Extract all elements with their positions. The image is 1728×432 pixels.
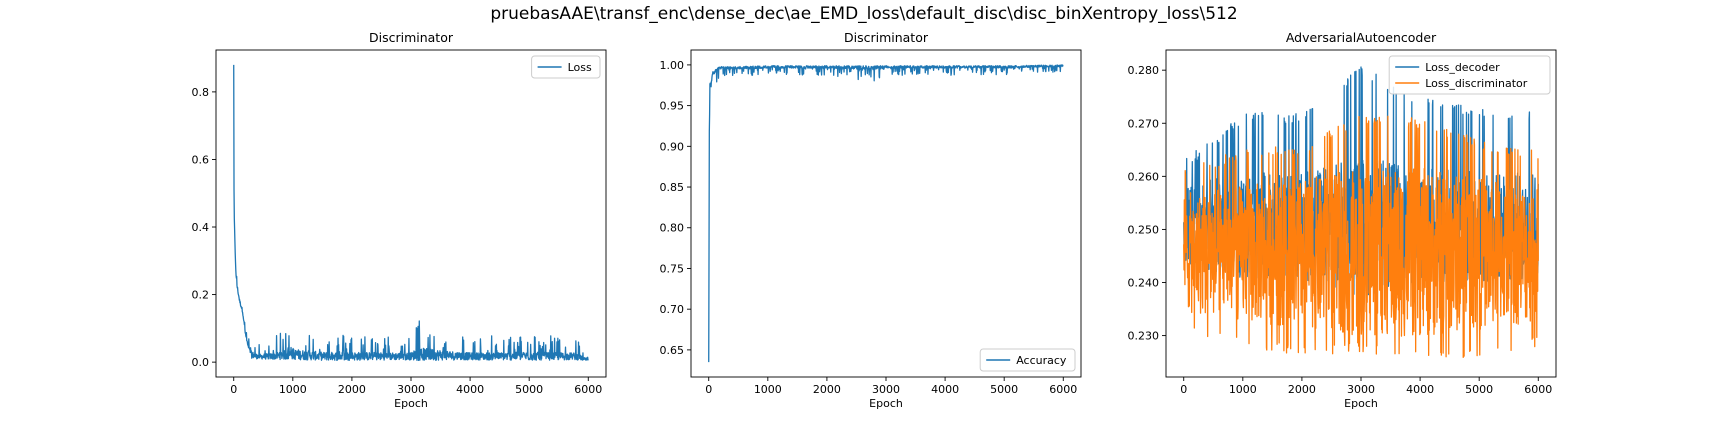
y-tick-label: 0.90 <box>660 140 685 153</box>
y-tick-label: 0.260 <box>1128 170 1160 183</box>
y-tick-label: 0.70 <box>660 303 685 316</box>
x-tick-label: 2000 <box>338 383 366 396</box>
x-tick-label: 1000 <box>1229 383 1257 396</box>
x-tick-label: 2000 <box>1288 383 1316 396</box>
x-tick-label: 4000 <box>931 383 959 396</box>
x-tick-label: 0 <box>1180 383 1187 396</box>
y-tick-label: 0.270 <box>1128 117 1160 130</box>
y-tick-label: 0.75 <box>660 262 685 275</box>
x-tick-label: 1000 <box>754 383 782 396</box>
axes-frame <box>690 49 1082 378</box>
x-tick-label: 6000 <box>574 383 602 396</box>
x-tick-label: 1000 <box>279 383 307 396</box>
series-line-accuracy <box>708 64 1064 363</box>
x-tick-label: 0 <box>705 383 712 396</box>
chart-title: Discriminator <box>844 30 929 45</box>
y-tick-label: 0.250 <box>1128 223 1160 236</box>
x-axis-label: Epoch <box>1344 397 1378 410</box>
y-tick-label: 0.280 <box>1128 64 1160 77</box>
chart-title: Discriminator <box>369 30 454 45</box>
chart-panel-3: 0 1000 2000 3000 4000 5000 6000 0.230 0.240 0.250… <box>1128 30 1557 410</box>
x-tick-label: 3000 <box>1347 383 1375 396</box>
x-tick-label: 3000 <box>872 383 900 396</box>
x-tick-label: 3000 <box>397 383 425 396</box>
series-line-loss <box>233 64 589 362</box>
y-tick-label: 0.80 <box>660 222 685 235</box>
y-tick-label: 0.65 <box>660 344 685 357</box>
legend-label-loss: Loss <box>568 61 592 74</box>
legend-label-accuracy: Accuracy <box>1016 354 1067 367</box>
x-tick-label: 4000 <box>456 383 484 396</box>
legend: Accuracy <box>979 348 1076 372</box>
x-tick-label: 0 <box>230 383 237 396</box>
chart-panel-2: 0 1000 2000 3000 4000 5000 6000 0.65 0.70 0.75 0.8… <box>660 30 1082 410</box>
x-tick-label: 6000 <box>1524 383 1552 396</box>
legend-label-loss-decoder: Loss_decoder <box>1425 61 1500 74</box>
y-tick-label: 0.85 <box>660 181 685 194</box>
chart-title: AdversarialAutoencoder <box>1286 30 1437 45</box>
axes-frame <box>215 49 607 378</box>
x-tick-label: 6000 <box>1049 383 1077 396</box>
series-line-loss-discriminator <box>1183 115 1539 358</box>
y-tick-label: 0.230 <box>1128 330 1160 343</box>
series-line-loss-decoder <box>1183 66 1539 296</box>
x-tick-label: 5000 <box>515 383 543 396</box>
y-tick-label: 0.6 <box>192 153 210 166</box>
y-tick-label: 1.00 <box>660 59 685 72</box>
x-tick-label: 2000 <box>813 383 841 396</box>
figure-suptitle: pruebasAAE\transf_enc\dense_dec\ae_EMD_l… <box>490 4 1238 24</box>
x-tick-label: 5000 <box>1465 383 1493 396</box>
x-tick-label: 5000 <box>990 383 1018 396</box>
x-tick-label: 4000 <box>1406 383 1434 396</box>
x-axis-label: Epoch <box>869 397 903 410</box>
legend: Loss <box>531 55 601 79</box>
y-tick-label: 0.95 <box>660 100 685 113</box>
y-tick-label: 0.2 <box>192 289 210 302</box>
y-tick-label: 0.0 <box>192 356 210 369</box>
chart-panel-1: 0 1000 2000 3000 4000 5000 6000 0.0 0.2 0.4 0.6 0.8… <box>192 30 607 410</box>
x-axis-label: Epoch <box>394 397 428 410</box>
y-tick-label: 0.240 <box>1128 277 1160 290</box>
y-tick-label: 0.8 <box>192 86 210 99</box>
legend: Loss_decoder Loss_discriminator <box>1388 55 1551 95</box>
legend-label-loss-discriminator: Loss_discriminator <box>1425 77 1528 90</box>
y-tick-label: 0.4 <box>192 221 210 234</box>
